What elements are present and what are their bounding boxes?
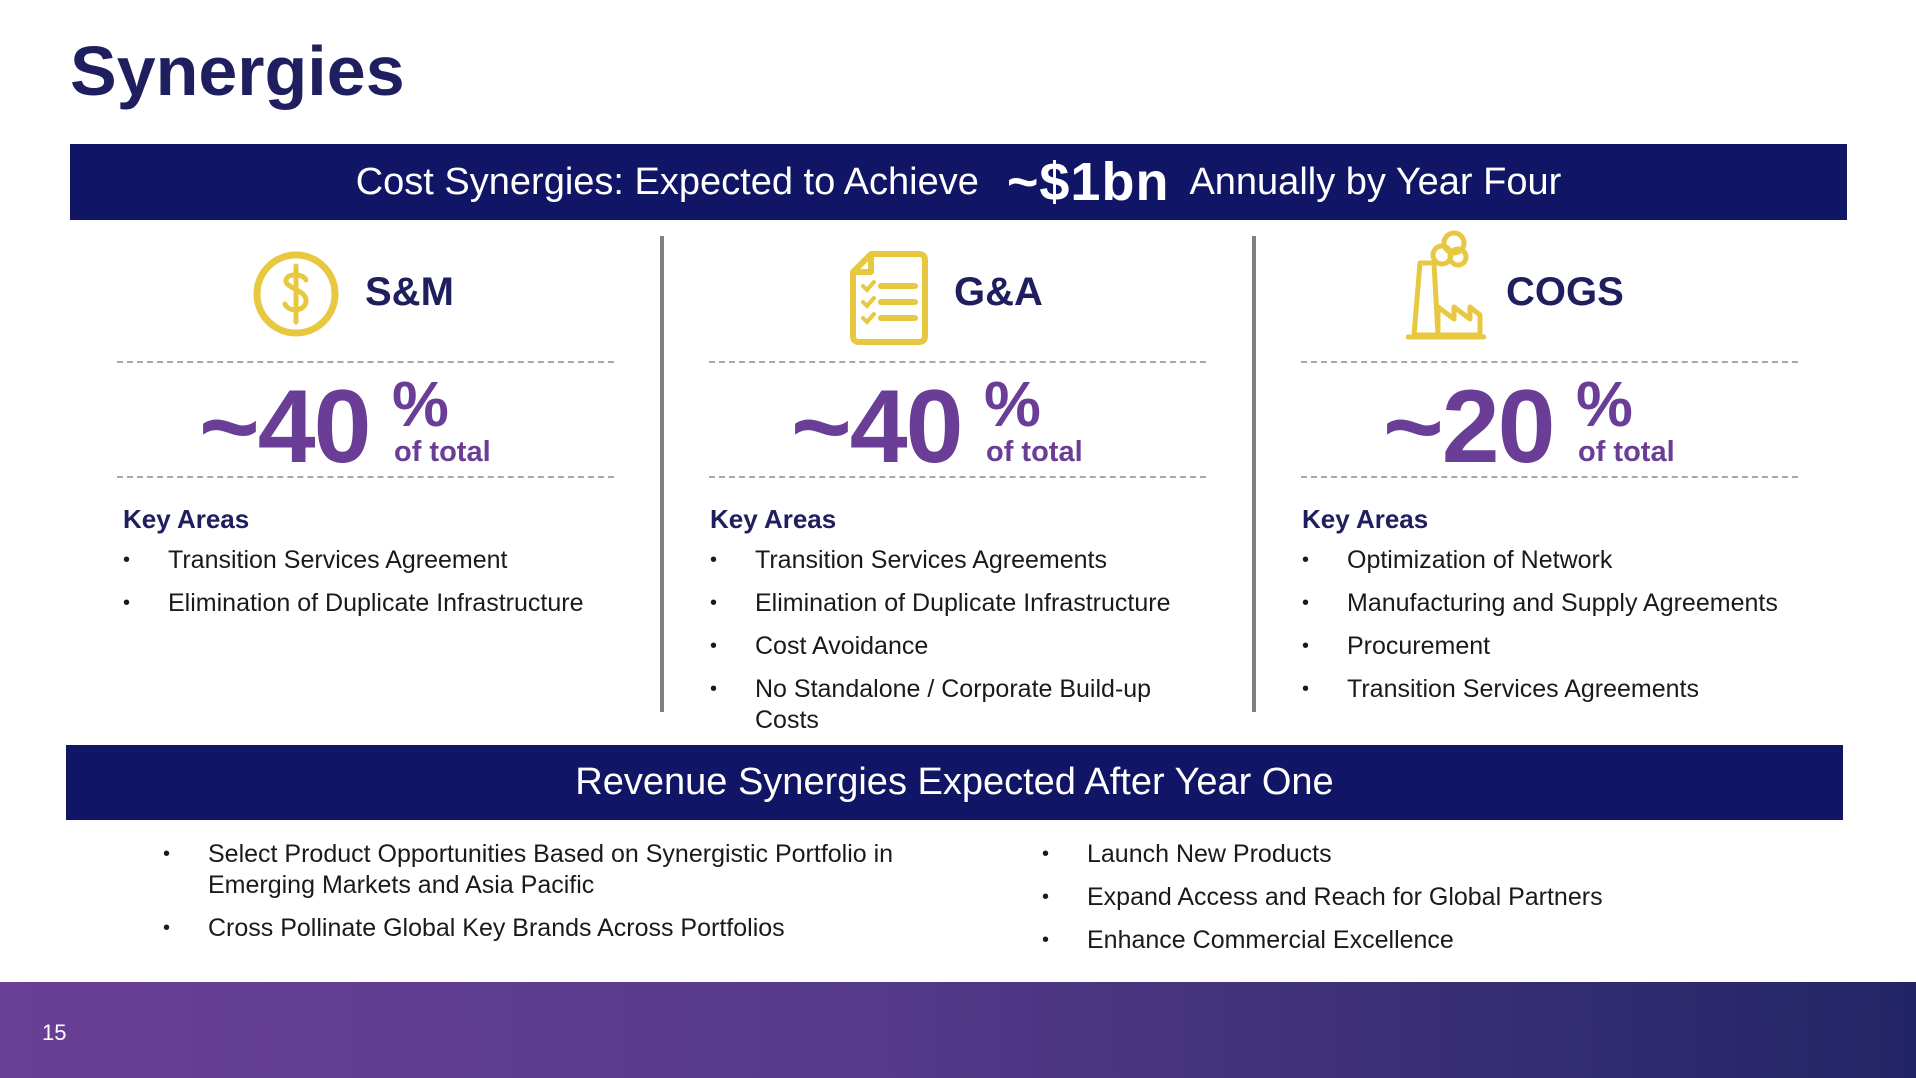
percent-figure: ~40 % of total bbox=[117, 368, 617, 479]
cost-banner-amount: ~$1bn bbox=[1006, 152, 1170, 212]
synergy-column-ga: G&A ~40 % of total Key Areas Transition … bbox=[709, 222, 1209, 742]
percent-figure: ~40 % of total bbox=[709, 368, 1209, 479]
column-label: G&A bbox=[954, 270, 1043, 314]
column-header: COGS bbox=[1301, 222, 1801, 362]
column-label: S&M bbox=[365, 270, 454, 314]
column-header: S&M bbox=[117, 222, 617, 362]
percent-subtitle: of total bbox=[986, 436, 1083, 468]
revenue-list-left: Select Product Opportunities Based on Sy… bbox=[163, 839, 933, 956]
synergy-column-cogs: COGS ~20 % of total Key Areas Optimizati… bbox=[1301, 222, 1801, 742]
percent-sign: % bbox=[1576, 368, 1633, 440]
list-item: Transition Services Agreements bbox=[710, 545, 1190, 576]
list-item: Procurement bbox=[1302, 631, 1842, 662]
divider bbox=[709, 361, 1206, 363]
list-item: Cost Avoidance bbox=[710, 631, 1190, 662]
list-item: Enhance Commercial Excellence bbox=[1042, 925, 1742, 956]
column-separator bbox=[660, 236, 664, 712]
list-item: Cross Pollinate Global Key Brands Across… bbox=[163, 913, 933, 944]
column-label: COGS bbox=[1506, 270, 1624, 314]
key-areas-list: Transition Services Agreements Eliminati… bbox=[710, 545, 1190, 748]
footer-bar: 15 bbox=[0, 982, 1916, 1078]
divider bbox=[117, 361, 614, 363]
percent-sign: % bbox=[392, 368, 449, 440]
divider bbox=[1301, 476, 1798, 478]
list-item: Expand Access and Reach for Global Partn… bbox=[1042, 882, 1742, 913]
list-item: Transition Services Agreements bbox=[1302, 674, 1842, 705]
key-areas-heading: Key Areas bbox=[123, 504, 250, 534]
cost-banner-suffix: Annually by Year Four bbox=[1189, 160, 1562, 203]
percent-value: ~40 bbox=[199, 369, 371, 485]
percent-subtitle: of total bbox=[394, 436, 491, 468]
cost-banner-prefix: Cost Synergies: Expected to Achieve bbox=[355, 160, 979, 203]
dollar-coin-icon bbox=[253, 251, 339, 337]
list-item: Elimination of Duplicate Infrastructure bbox=[123, 588, 623, 619]
column-header: G&A bbox=[709, 222, 1209, 362]
key-areas-list: Transition Services Agreement Eliminatio… bbox=[123, 545, 623, 631]
percent-figure: ~20 % of total bbox=[1301, 368, 1801, 479]
revenue-list-right: Launch New Products Expand Access and Re… bbox=[1042, 839, 1742, 968]
revenue-synergies-banner: Revenue Synergies Expected After Year On… bbox=[66, 745, 1843, 820]
column-separator bbox=[1252, 236, 1256, 712]
key-areas-list: Optimization of Network Manufacturing an… bbox=[1302, 545, 1842, 717]
cost-synergies-banner: Cost Synergies: Expected to Achieve ~$1b… bbox=[70, 144, 1847, 220]
percent-subtitle: of total bbox=[1578, 436, 1675, 468]
list-item: Select Product Opportunities Based on Sy… bbox=[163, 839, 933, 901]
percent-sign: % bbox=[984, 368, 1041, 440]
synergy-column-sm: S&M ~40 % of total Key Areas Transition … bbox=[117, 222, 617, 742]
list-item: Launch New Products bbox=[1042, 839, 1742, 870]
divider bbox=[1301, 361, 1798, 363]
percent-value: ~40 bbox=[791, 369, 963, 485]
checklist-clipboard-icon bbox=[850, 251, 928, 345]
key-areas-heading: Key Areas bbox=[710, 504, 837, 534]
factory-icon bbox=[1406, 230, 1486, 340]
list-item: No Standalone / Corporate Build-up Costs bbox=[710, 674, 1190, 736]
divider bbox=[117, 476, 614, 478]
page-title: Synergies bbox=[70, 32, 405, 110]
page-number: 15 bbox=[42, 1020, 67, 1045]
list-item: Transition Services Agreement bbox=[123, 545, 623, 576]
list-item: Optimization of Network bbox=[1302, 545, 1842, 576]
list-item: Elimination of Duplicate Infrastructure bbox=[710, 588, 1190, 619]
key-areas-heading: Key Areas bbox=[1302, 504, 1429, 534]
divider bbox=[709, 476, 1206, 478]
percent-value: ~20 bbox=[1383, 369, 1555, 485]
list-item: Manufacturing and Supply Agreements bbox=[1302, 588, 1842, 619]
